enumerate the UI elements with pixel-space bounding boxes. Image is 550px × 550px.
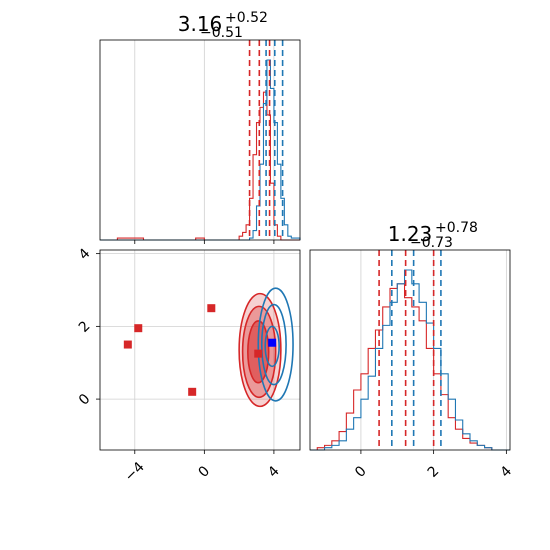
marker-red (134, 324, 143, 333)
panel-1-frame (99, 39, 301, 241)
histogram-blue (310, 269, 510, 451)
panel-2-title-plus: +0.78 (435, 220, 478, 236)
joint-panel: −4 0 4 0 2 4 (76, 245, 301, 485)
contour-blue (257, 287, 294, 402)
marker-red (123, 340, 132, 349)
x-tick-label: 0 (352, 463, 370, 481)
histogram-red (310, 283, 510, 451)
marker-red (188, 387, 197, 396)
panel-2-title-minus: −0.73 (410, 235, 453, 251)
panel-1-ticks (134, 240, 275, 244)
panel-2-title: 1.23 (388, 222, 433, 246)
x-tick-label: 4 (265, 463, 283, 481)
y-tick-label: 2 (76, 318, 94, 336)
panel-2-ticks: 0 2 4 (352, 450, 515, 481)
panel-1-title-plus: +0.52 (225, 10, 268, 26)
y-tick-label: 4 (76, 245, 94, 263)
marker-red (254, 349, 263, 358)
marker-red (207, 304, 216, 313)
marginal-hist-panel-2: 1.23 +0.78 −0.73 0 2 4 (309, 220, 515, 481)
panel-2-title-value: 1.23 (388, 222, 433, 246)
contour-blue (264, 325, 280, 368)
panel-1-title-minus: −0.51 (200, 25, 243, 41)
x-tick-label: 0 (196, 463, 214, 481)
panel-2-histograms (310, 269, 510, 451)
joint-contours (238, 287, 294, 408)
x-tick-label: 4 (498, 463, 516, 481)
x-tick-label: 2 (425, 463, 443, 481)
panel-2-quantile-lines (378, 250, 442, 450)
joint-frame (99, 249, 301, 451)
marginal-hist-panel-1: 3.16 +0.52 −0.51 (99, 10, 301, 244)
panel-1-grid (134, 40, 275, 240)
panel-2-frame (309, 249, 511, 451)
x-tick-label: −4 (122, 459, 148, 485)
panel-1-quantile-lines (248, 40, 284, 240)
contour-blue (260, 303, 287, 386)
marker-blue (268, 338, 277, 347)
panel-1-title: 3.16 (178, 12, 223, 36)
joint-grid (100, 250, 300, 450)
joint-markers (123, 304, 277, 396)
panel-1-title-value: 3.16 (178, 12, 223, 36)
y-tick-label: 0 (76, 391, 94, 409)
